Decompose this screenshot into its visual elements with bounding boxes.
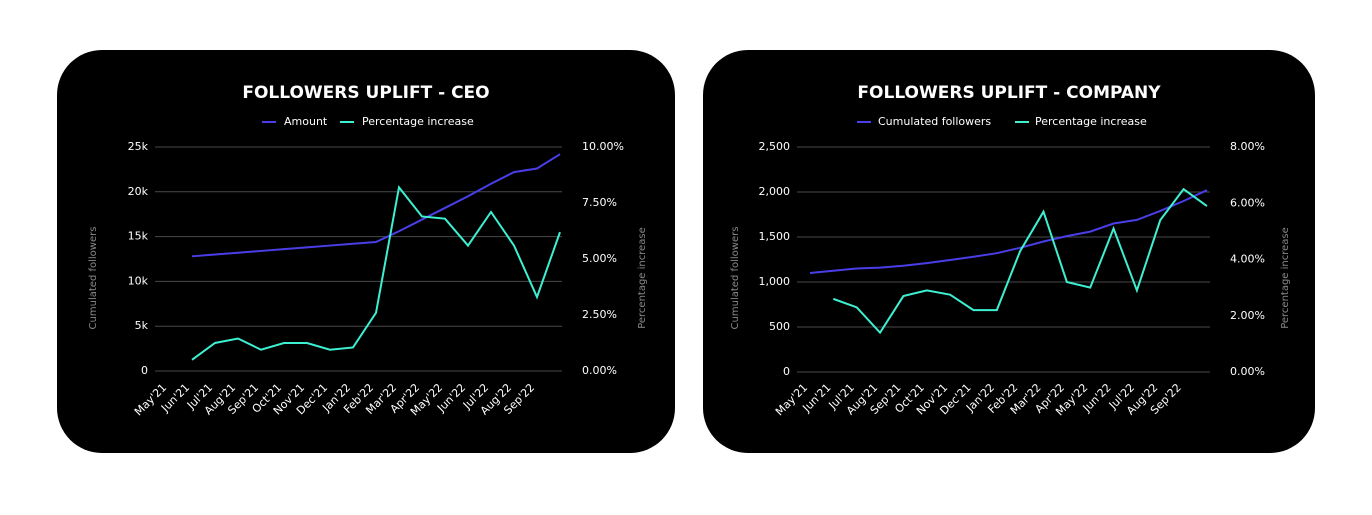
y-tick-label: 500 xyxy=(769,320,790,333)
y-tick-label: 5k xyxy=(135,319,149,332)
y-tick-label: 0 xyxy=(141,364,148,377)
legend-label: Amount xyxy=(284,115,328,128)
y-tick-label: 15k xyxy=(128,230,149,243)
y-tick-label: 20k xyxy=(128,185,149,198)
axis-title: Cumulated followers xyxy=(730,227,741,330)
y2-tick-label: 10.00% xyxy=(582,140,624,153)
legend-label: Percentage increase xyxy=(362,115,474,128)
y2-tick-label: 2.50% xyxy=(582,308,617,321)
y-tick-label: 1,000 xyxy=(759,275,791,288)
y2-tick-label: 6.00% xyxy=(1230,196,1265,209)
y-tick-label: 2,000 xyxy=(759,185,791,198)
series-line xyxy=(191,153,561,258)
axis-title: Cumulated followers xyxy=(88,227,99,330)
series-line xyxy=(191,184,561,361)
y2-tick-label: 2.00% xyxy=(1230,309,1265,322)
y-tick-label: 10k xyxy=(128,274,149,287)
axis-title: Percentage increase xyxy=(637,227,648,329)
series-line xyxy=(833,187,1208,335)
y2-tick-label: 7.50% xyxy=(582,196,617,209)
y2-tick-label: 4.00% xyxy=(1230,253,1265,266)
card xyxy=(703,50,1315,453)
y-tick-label: 2,500 xyxy=(759,140,791,153)
chart-title: FOLLOWERS UPLIFT - COMPANY xyxy=(857,83,1161,103)
legend-label: Percentage increase xyxy=(1035,115,1147,128)
series-line xyxy=(809,189,1208,274)
y2-tick-label: 5.00% xyxy=(582,252,617,265)
legend-label: Cumulated followers xyxy=(878,115,991,128)
axis-title: Percentage increase xyxy=(1280,227,1291,329)
y-tick-label: 0 xyxy=(783,365,790,378)
chart-title: FOLLOWERS UPLIFT - CEO xyxy=(242,83,489,103)
y-tick-label: 25k xyxy=(128,140,149,153)
y2-tick-label: 0.00% xyxy=(1230,365,1265,378)
y2-tick-label: 0.00% xyxy=(582,364,617,377)
y-tick-label: 1,500 xyxy=(759,230,791,243)
y2-tick-label: 8.00% xyxy=(1230,140,1265,153)
card xyxy=(57,50,675,453)
